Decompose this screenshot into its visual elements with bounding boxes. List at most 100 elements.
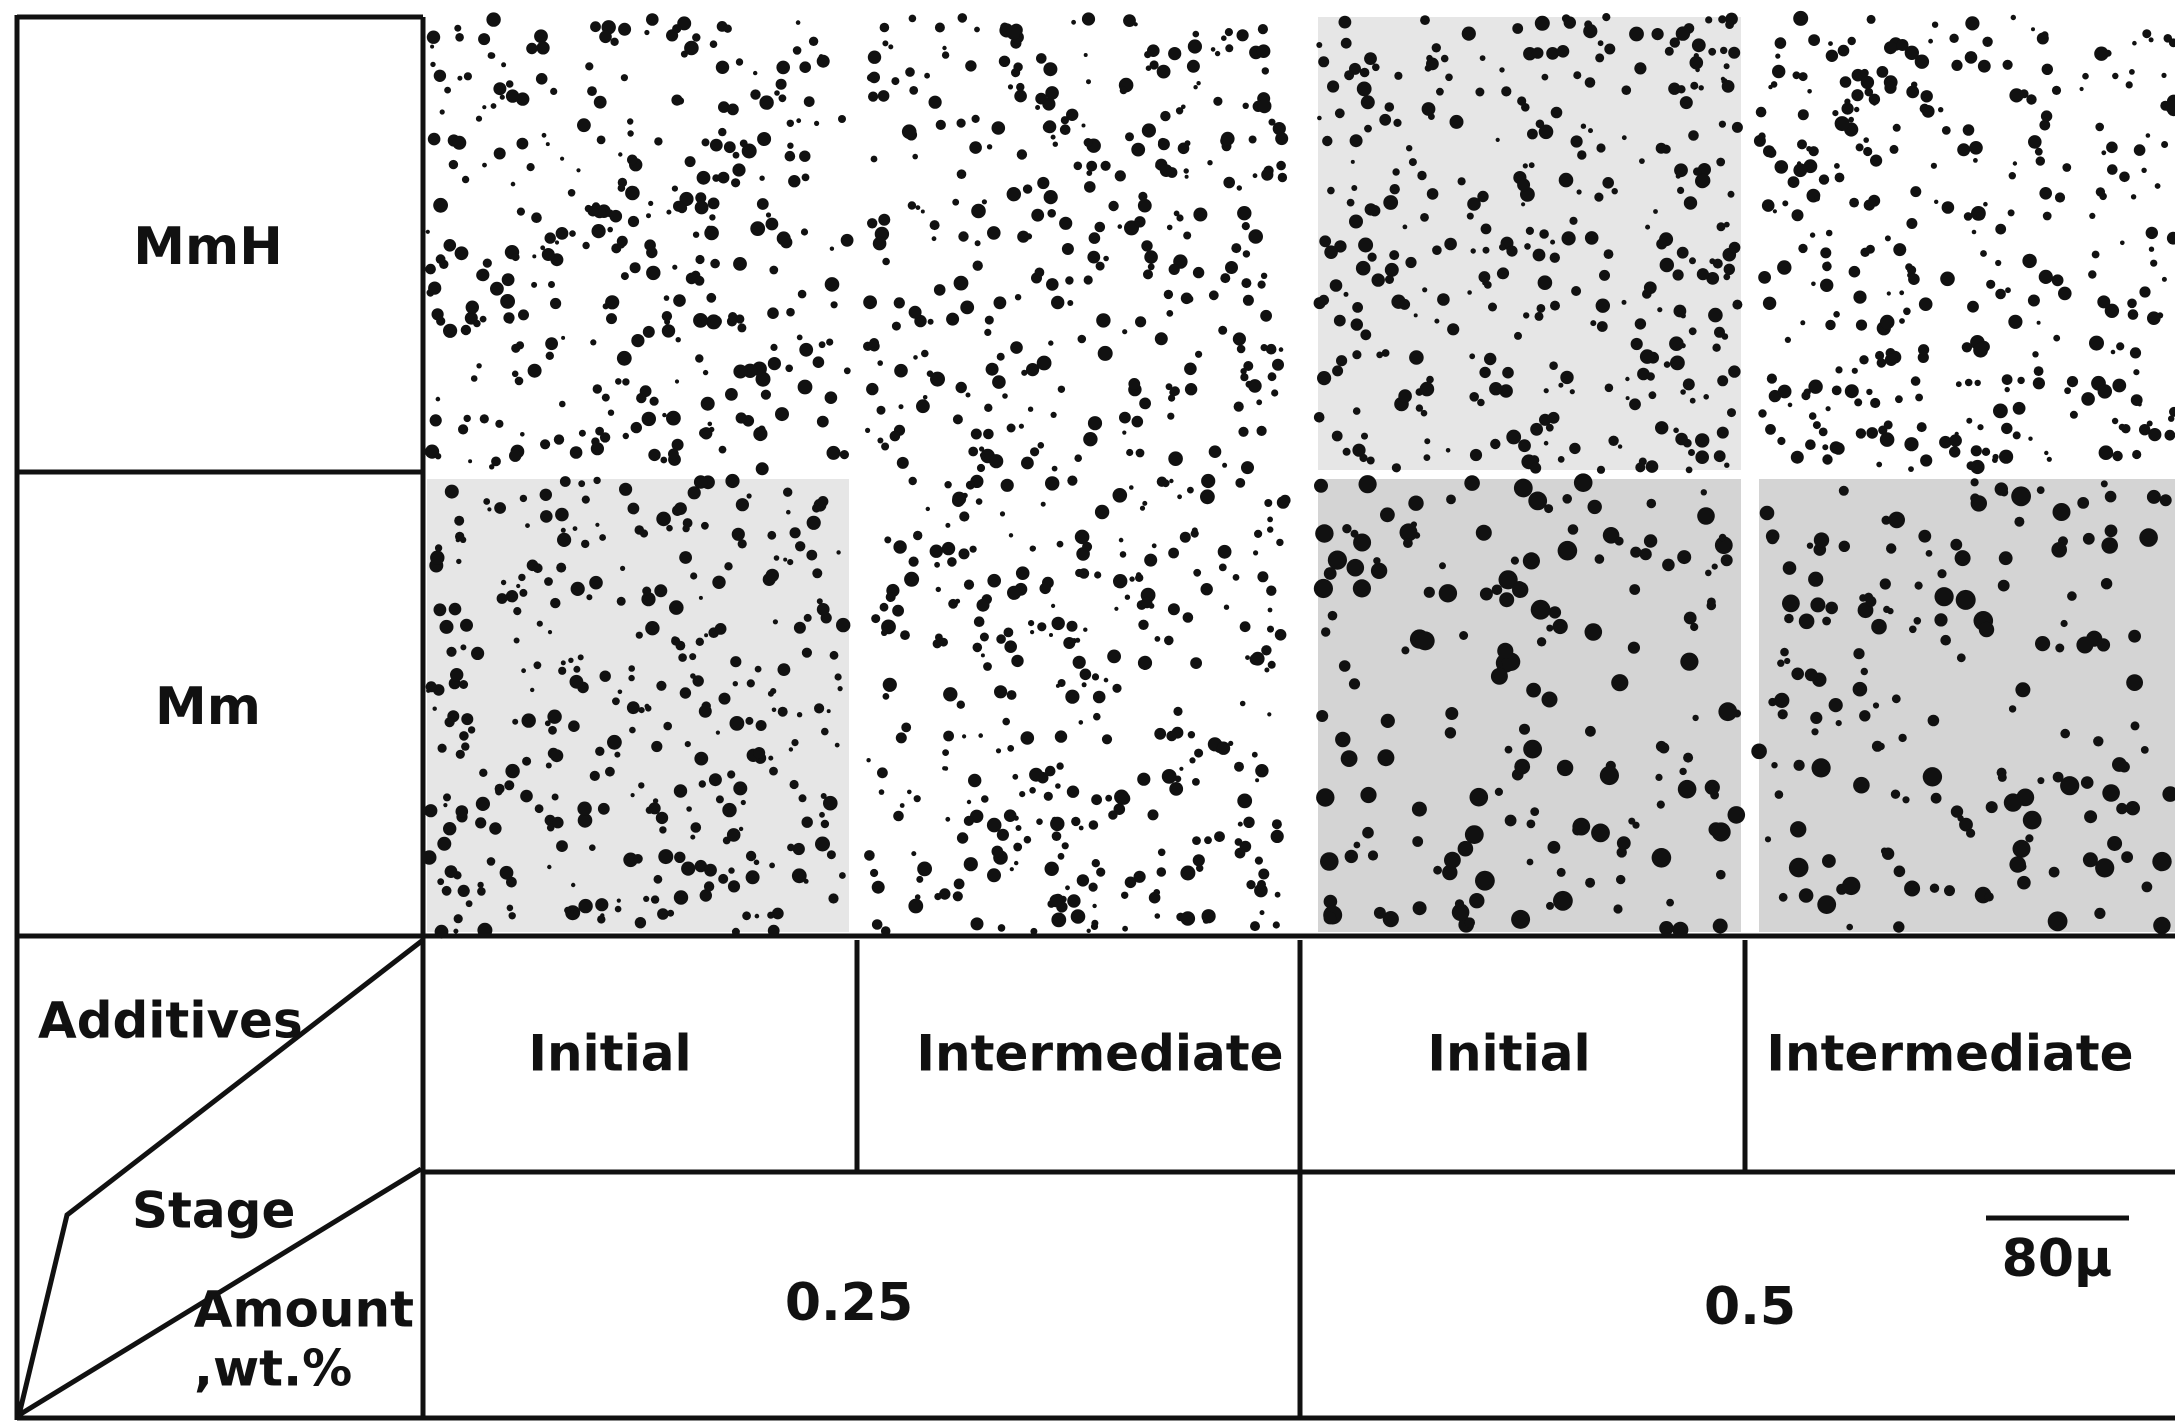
particle <box>981 199 988 205</box>
particle <box>460 324 472 336</box>
particle <box>714 623 727 635</box>
particle <box>922 395 928 400</box>
particle <box>590 339 597 346</box>
particle <box>1680 389 1686 395</box>
particle <box>1137 198 1152 213</box>
particle <box>1382 911 1399 928</box>
particle <box>1876 66 1889 78</box>
particle <box>1094 571 1102 579</box>
particle <box>979 446 985 452</box>
particle <box>984 315 994 325</box>
particle <box>829 246 835 251</box>
particle <box>1514 758 1531 775</box>
particle <box>503 312 515 324</box>
particle <box>446 646 457 657</box>
particle <box>1023 835 1032 844</box>
particle <box>992 375 1006 389</box>
particle <box>880 926 891 936</box>
particle <box>1367 850 1379 861</box>
particle <box>991 845 1004 858</box>
particle <box>590 442 605 456</box>
particle <box>1825 601 1838 615</box>
particle <box>1014 294 1022 301</box>
particle <box>687 486 701 500</box>
particle <box>1728 365 1741 378</box>
particle <box>690 834 696 840</box>
particle <box>826 850 836 860</box>
particle <box>1876 461 1883 468</box>
particle <box>1871 618 1887 635</box>
particle <box>550 597 561 609</box>
particle <box>1791 209 1804 222</box>
particle <box>2125 81 2133 89</box>
particle <box>2148 37 2154 43</box>
particle <box>1135 316 1147 328</box>
amount-label: 0.5 <box>1704 1277 1796 1337</box>
particle <box>1630 546 1642 558</box>
particle <box>1930 162 1937 169</box>
particle <box>1000 478 1014 492</box>
particle <box>2036 320 2041 325</box>
particle <box>1261 94 1267 101</box>
particle <box>901 124 917 139</box>
particle <box>1755 106 1767 118</box>
particle <box>526 163 535 172</box>
particle <box>1967 300 1979 313</box>
particle <box>796 118 802 124</box>
particle <box>1864 87 1874 97</box>
particle <box>998 55 1011 67</box>
particle <box>1495 137 1500 142</box>
particle <box>1006 423 1016 433</box>
particle <box>776 231 791 246</box>
particle <box>477 881 484 889</box>
particle <box>1335 731 1351 748</box>
particle <box>1320 852 1339 871</box>
particle <box>599 432 611 443</box>
particle <box>1820 278 1834 292</box>
particle <box>1762 296 1777 310</box>
particle <box>1049 633 1053 637</box>
particle <box>1604 383 1614 393</box>
particle <box>2082 852 2098 868</box>
particle <box>1200 583 1213 596</box>
particle <box>1813 532 1830 548</box>
particle <box>1126 448 1134 457</box>
particle <box>430 61 436 68</box>
particle <box>554 240 560 245</box>
particle <box>737 323 747 333</box>
particle <box>1275 132 1289 146</box>
particle <box>877 437 884 444</box>
particle <box>1014 89 1027 103</box>
particle <box>1415 404 1424 412</box>
particle <box>1506 429 1522 445</box>
particle <box>917 861 932 877</box>
particle <box>544 577 553 586</box>
particle <box>2094 46 2109 61</box>
particle <box>1278 347 1284 352</box>
particle <box>2079 86 2084 92</box>
particle <box>493 147 506 160</box>
particle <box>452 135 467 150</box>
particle <box>753 859 760 866</box>
particle <box>1168 451 1183 467</box>
particle <box>1928 38 1933 44</box>
particle <box>1349 214 1363 229</box>
particle <box>1272 921 1280 929</box>
particle <box>550 87 558 95</box>
particle <box>489 822 502 835</box>
particle <box>681 861 696 876</box>
particle <box>1846 923 1853 931</box>
particle <box>898 404 904 410</box>
particle <box>986 817 1002 833</box>
particle <box>1277 172 1288 183</box>
particle <box>696 170 711 185</box>
particle <box>708 773 722 787</box>
particle <box>965 60 977 72</box>
particle <box>1408 158 1417 167</box>
particle <box>710 315 722 327</box>
particle <box>1067 475 1078 486</box>
particle <box>643 895 650 903</box>
particle <box>701 521 709 530</box>
particle <box>1220 131 1235 146</box>
particle <box>1716 157 1726 167</box>
